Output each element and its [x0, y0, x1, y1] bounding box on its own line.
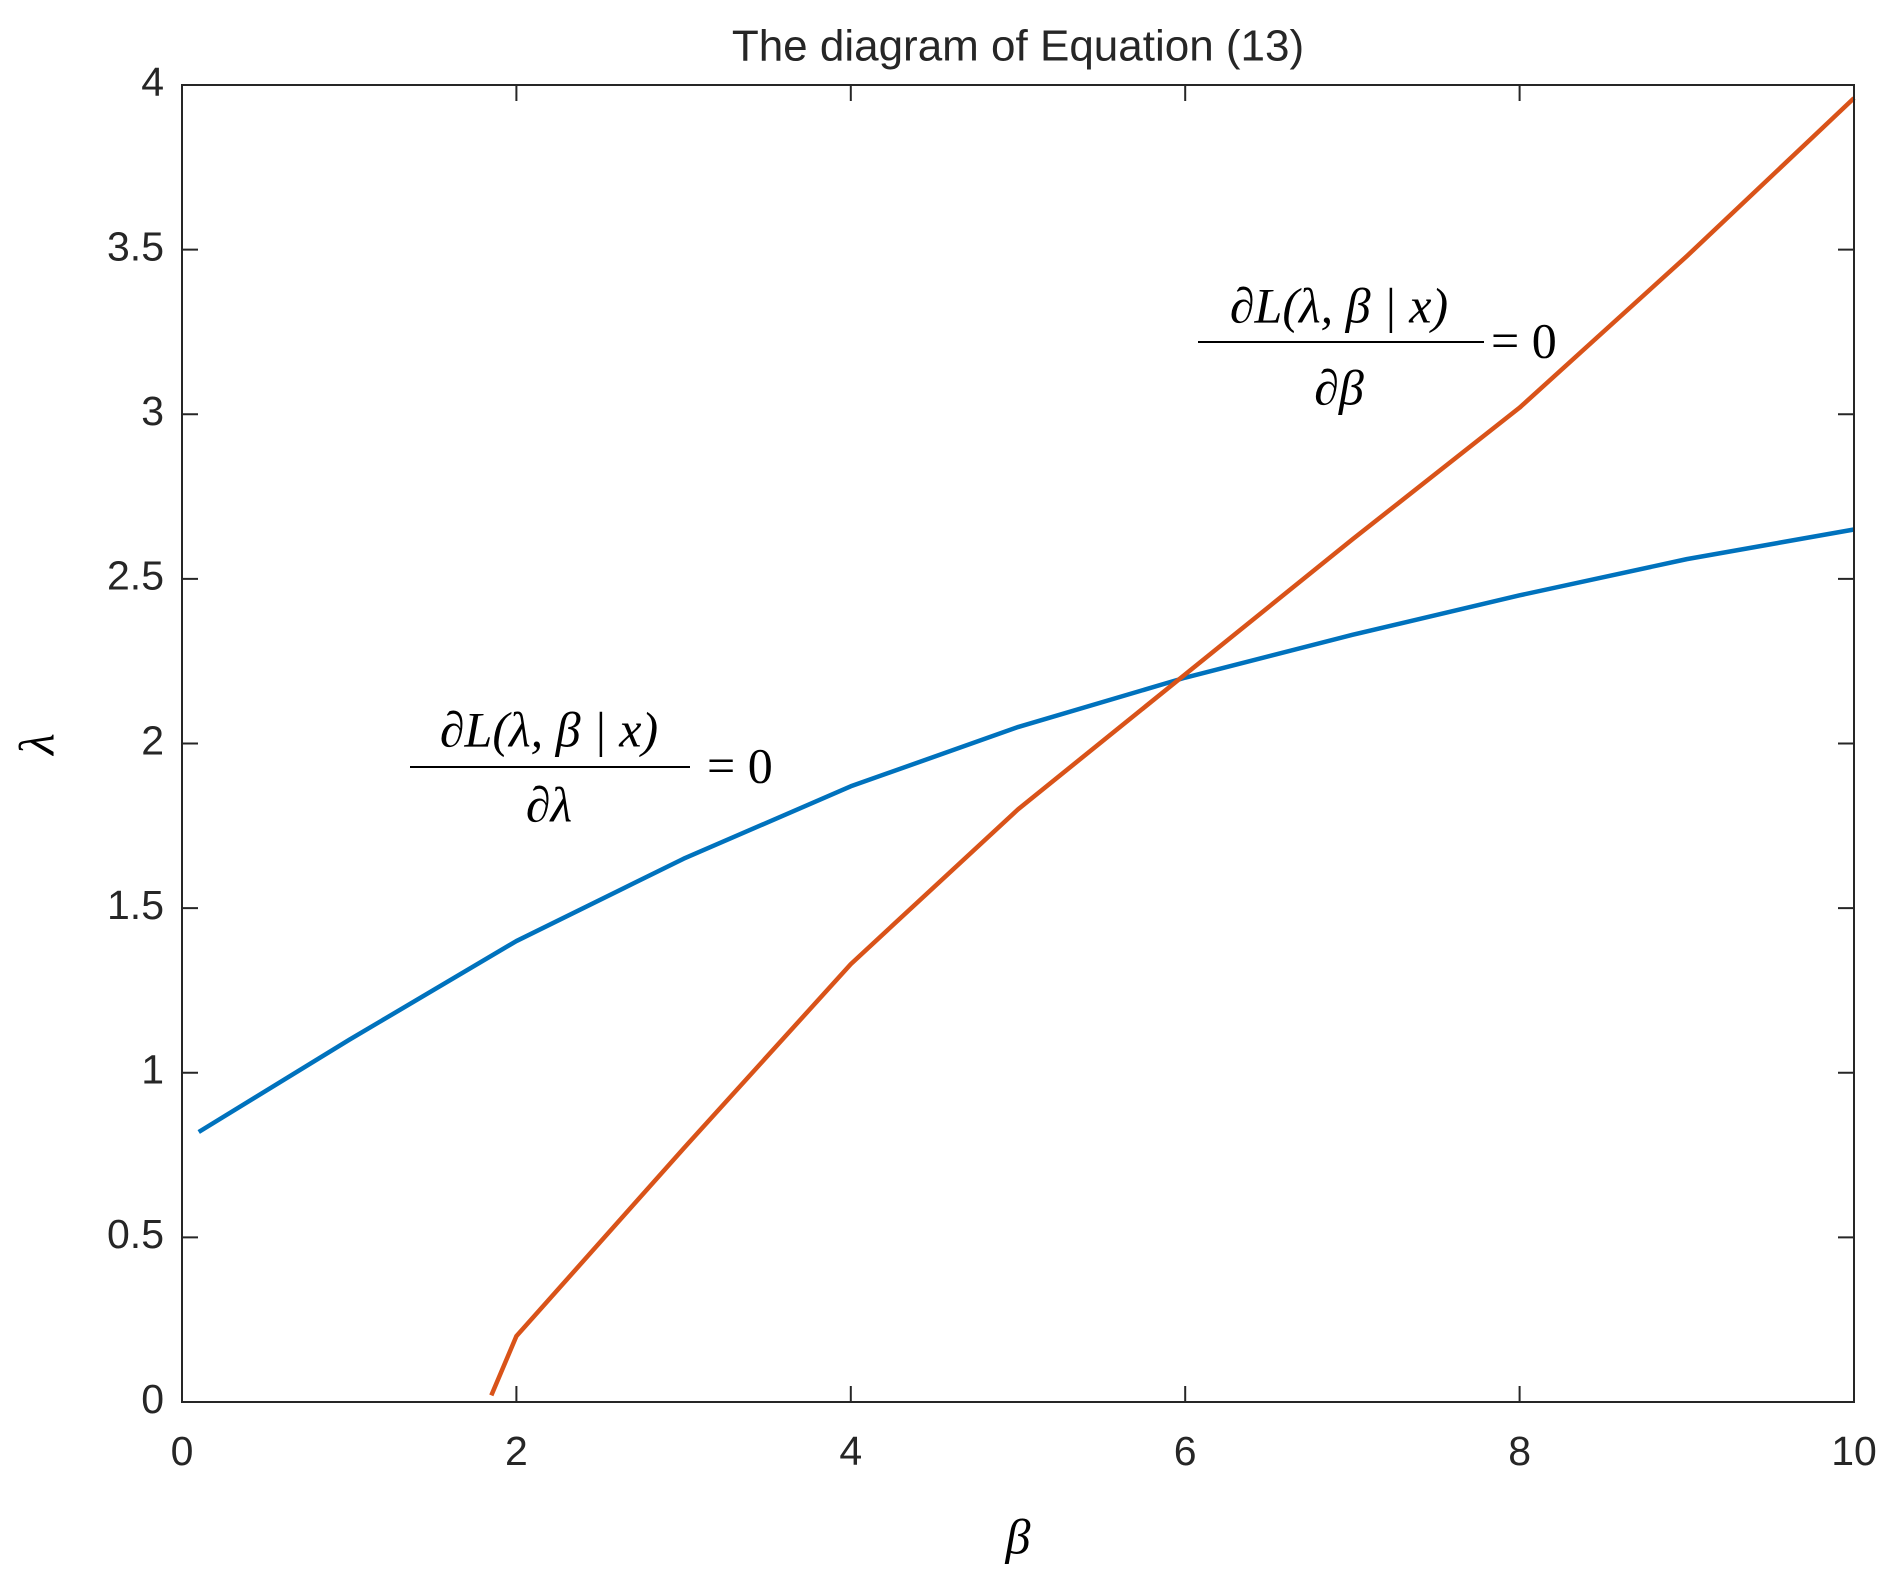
y-tick-label: 1.5: [107, 882, 164, 928]
x-tick-label: 6: [1174, 1428, 1197, 1474]
annotation-rhs: = 0: [1491, 312, 1557, 368]
series-line: [489, 96, 1856, 1397]
annotation: ∂L(λ, β | x) ∂β = 0: [1198, 277, 1557, 415]
y-tick-label: 1: [141, 1047, 164, 1093]
series-line: [197, 527, 1855, 1134]
plot-area: [197, 96, 1856, 1397]
x-tick-label: 2: [505, 1428, 528, 1474]
x-axis-label: β: [1005, 1508, 1031, 1564]
annotation: ∂L(λ, β | x) ∂λ = 0: [410, 701, 773, 832]
y-tick-label: 3.5: [107, 223, 164, 269]
x-tick-label: 10: [1831, 1428, 1877, 1474]
y-tick-label: 0: [141, 1376, 164, 1422]
annotation-rhs: = 0: [707, 737, 773, 793]
annotation-numerator: ∂L(λ, β | x): [1230, 277, 1448, 333]
annotation-denominator: ∂λ: [526, 776, 572, 832]
annotation-numerator: ∂L(λ, β | x): [440, 701, 658, 757]
y-axis-label: λ: [8, 733, 64, 757]
x-tick-label: 8: [1508, 1428, 1531, 1474]
x-tick-label: 0: [171, 1428, 194, 1474]
chart-title: The diagram of Equation (13): [732, 22, 1304, 71]
y-tick-label: 2.5: [107, 553, 164, 599]
y-tick-label: 0.5: [107, 1211, 164, 1257]
y-tick-label: 2: [141, 717, 164, 763]
y-tick-label: 4: [141, 59, 164, 105]
axes-box: [181, 84, 1855, 1403]
annotation-denominator: ∂β: [1314, 359, 1364, 415]
x-tick-label: 4: [839, 1428, 862, 1474]
y-tick-label: 3: [141, 388, 164, 434]
